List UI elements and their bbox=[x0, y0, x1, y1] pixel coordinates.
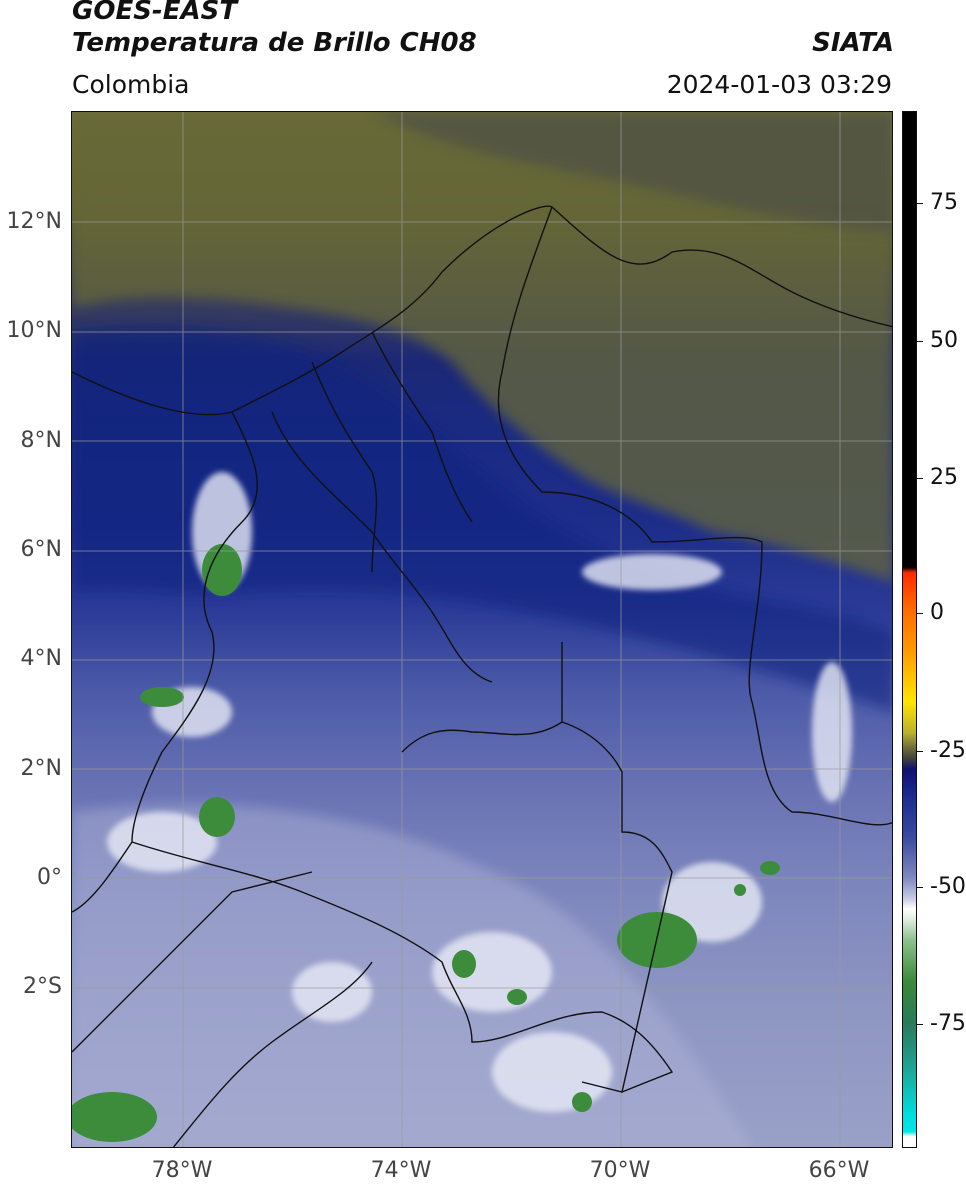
lon-tick-label: 66°W bbox=[808, 1158, 870, 1183]
country-borders bbox=[72, 205, 892, 1147]
colorbar-tick-label: 75 bbox=[930, 190, 958, 215]
lat-tick-label: 6°N bbox=[20, 537, 62, 562]
satellite-map[interactable] bbox=[71, 111, 893, 1148]
lat-tick-label: 0° bbox=[37, 865, 62, 890]
colorbar-tick-label: -75 bbox=[930, 1011, 966, 1036]
lat-tick-label: 10°N bbox=[6, 318, 62, 343]
timestamp-label: 2024-01-03 03:29 bbox=[666, 70, 892, 99]
colorbar-tick bbox=[917, 613, 923, 614]
colorbar-tick bbox=[917, 203, 923, 204]
colorbar-tick bbox=[917, 341, 923, 342]
colorbar-tick bbox=[917, 887, 923, 888]
warm-region bbox=[72, 112, 892, 582]
lat-tick-label: 4°N bbox=[20, 646, 62, 671]
colorbar-tick-label: 25 bbox=[930, 465, 958, 490]
brand-label: SIATA bbox=[812, 28, 894, 58]
colorbar-tick-label: 0 bbox=[930, 600, 944, 625]
colorbar-tick-label: 50 bbox=[930, 328, 958, 353]
cold-cloud-cores bbox=[72, 544, 780, 1142]
map-overlay bbox=[72, 112, 892, 1147]
title-line-1: GOES-EAST bbox=[72, 0, 238, 26]
lon-tick-label: 74°W bbox=[370, 1158, 432, 1183]
colorbar-tick bbox=[917, 751, 923, 752]
lon-tick-label: 70°W bbox=[589, 1158, 651, 1183]
colorbar bbox=[902, 111, 917, 1148]
lat-tick-label: 12°N bbox=[6, 209, 62, 234]
dark-band bbox=[372, 112, 892, 232]
colorbar-tick-label: -25 bbox=[930, 738, 966, 763]
lon-tick-label: 78°W bbox=[151, 1158, 213, 1183]
lat-tick-label: 2°N bbox=[20, 756, 62, 781]
title-line-2: Temperatura de Brillo CH08 bbox=[72, 28, 477, 58]
lat-tick-label: 2°S bbox=[23, 974, 62, 999]
lat-tick-label: 8°N bbox=[20, 428, 62, 453]
region-label: Colombia bbox=[72, 70, 190, 99]
colorbar-tick bbox=[917, 478, 923, 479]
colorbar-tick-label: -50 bbox=[930, 874, 966, 899]
colorbar-tick bbox=[917, 1024, 923, 1025]
graticule bbox=[72, 112, 892, 1147]
